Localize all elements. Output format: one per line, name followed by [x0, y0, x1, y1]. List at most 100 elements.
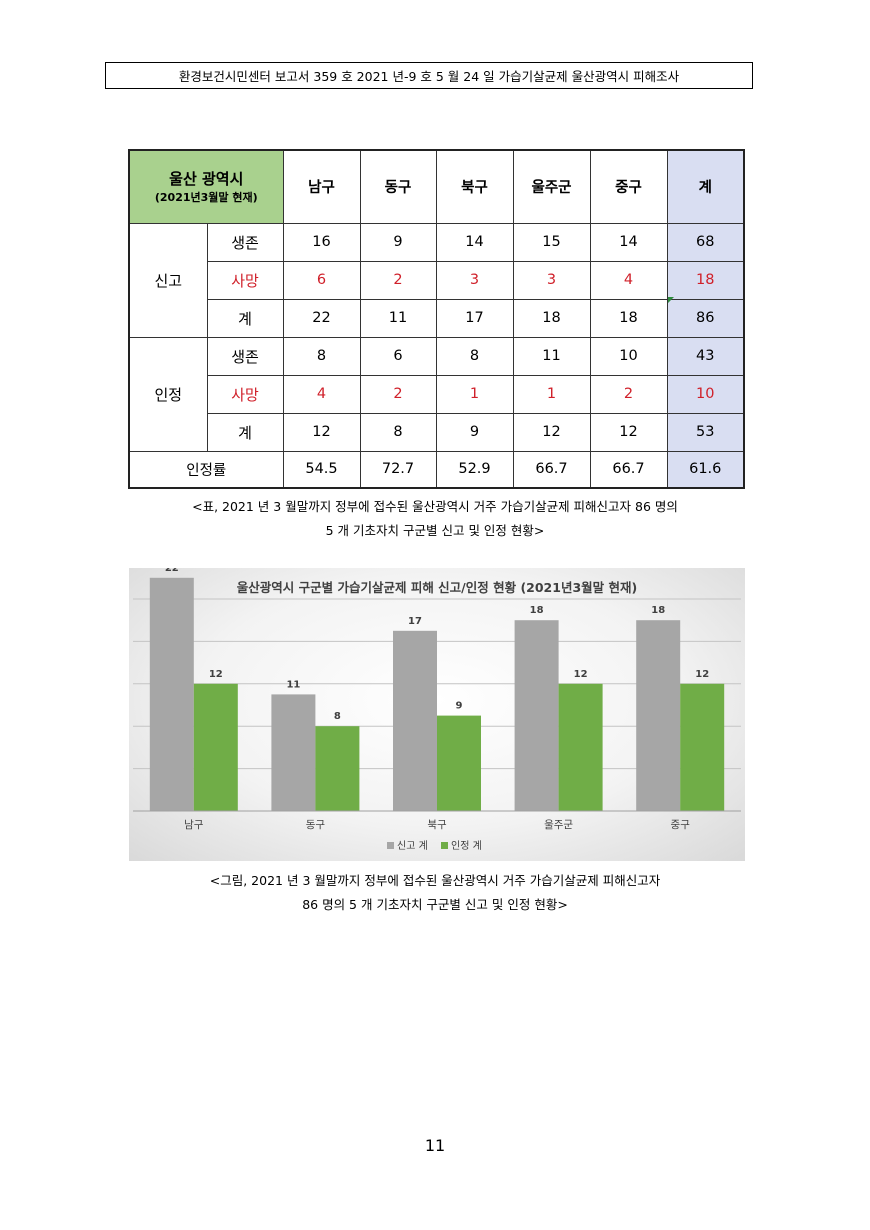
- value-cell: 14: [435, 222, 514, 262]
- data-label: 12: [209, 669, 223, 680]
- value-cell: 4: [589, 260, 668, 300]
- corner-subtitle: (2021년3월말 현재): [154, 190, 258, 204]
- rate-value: 72.7: [359, 450, 437, 489]
- row-label: 사망: [206, 374, 284, 414]
- bar-report: [393, 630, 437, 811]
- value-cell: 4: [282, 374, 361, 414]
- value-cell: 8: [359, 412, 437, 452]
- data-label: 17: [408, 616, 422, 627]
- col-head: 중구: [589, 149, 668, 224]
- row-label: 사망: [206, 260, 284, 300]
- row-label: 생존: [206, 336, 284, 376]
- value-cell: 16: [282, 222, 361, 262]
- value-cell: 2: [359, 260, 437, 300]
- table-caption-line2: 5 개 기초자치 구군별 신고 및 인정 현황>: [325, 523, 545, 538]
- bar-recognized: [680, 683, 725, 811]
- value-cell: 18: [512, 298, 591, 338]
- report-header: 환경보건시민센터 보고서 359 호 2021 년-9 호 5 월 24 일 가…: [105, 62, 753, 89]
- bar-chart: 울산광역시 구군별 가습기살균제 피해 신고/인정 현황 (2021년3월말 현…: [129, 568, 745, 861]
- cell-comment-marker: [668, 297, 674, 303]
- bar-recognized: [315, 726, 360, 811]
- rate-value: 66.7: [512, 450, 591, 489]
- value-cell: 9: [435, 412, 514, 452]
- rate-label: 인정률: [128, 450, 284, 489]
- total-cell: 18: [666, 260, 745, 300]
- table-row: 계 12 8 9 12 12 53: [129, 412, 745, 452]
- table-row: 인정 생존 8 6 8 11 10 43: [128, 336, 745, 452]
- chart-caption-line1: <그림, 2021 년 3 월말까지 정부에 접수된 울산광역시 거주 가습기살…: [209, 873, 661, 888]
- data-label: 8: [334, 711, 341, 722]
- rate-value: 52.9: [435, 450, 514, 489]
- group-label: 인정: [128, 336, 208, 452]
- value-cell: 10: [589, 336, 668, 376]
- row-label: 생존: [206, 222, 284, 262]
- table-row: 신고 생존 16 9 14 15 14 68: [128, 222, 745, 338]
- row-label: 계: [206, 298, 284, 338]
- data-label: 12: [695, 669, 709, 680]
- value-cell: 3: [435, 260, 514, 300]
- row-label: 계: [206, 412, 284, 452]
- total-cell: 68: [666, 222, 745, 262]
- chart-caption-line2: 86 명의 5 개 기초자치 구군별 신고 및 인정 현황>: [302, 897, 568, 912]
- legend-label: 인정 계: [451, 840, 482, 852]
- rate-row: 인정률 54.5 72.7 52.9 66.7 66.7 61.6: [128, 450, 745, 489]
- table-row: 계 22 11 17 18 18 86: [129, 298, 745, 338]
- bar-chart-svg: 울산광역시 구군별 가습기살균제 피해 신고/인정 현황 (2021년3월말 현…: [133, 568, 741, 852]
- value-cell: 15: [512, 222, 591, 262]
- total-cell: 53: [666, 412, 745, 452]
- value-cell: 2: [359, 374, 437, 414]
- data-label: 11: [286, 679, 300, 690]
- value-cell: 12: [282, 412, 361, 452]
- table-row: 사망 6 2 3 3 4 18: [129, 260, 745, 300]
- value-cell: 17: [435, 298, 514, 338]
- chart-title: 울산광역시 구군별 가습기살균제 피해 신고/인정 현황 (2021년3월말 현…: [237, 580, 637, 595]
- data-label: 22: [165, 568, 179, 574]
- col-head: 동구: [359, 149, 437, 224]
- value-cell: 8: [282, 336, 361, 376]
- page-number: 11: [424, 1136, 446, 1155]
- group-label: 신고: [128, 222, 208, 338]
- col-head: 남구: [282, 149, 361, 224]
- value-cell: 2: [589, 374, 668, 414]
- bar-report: [514, 620, 559, 811]
- value-cell: 12: [512, 412, 591, 452]
- total-cell: 43: [666, 336, 745, 376]
- value-cell: 9: [359, 222, 437, 262]
- rate-value: 66.7: [589, 450, 668, 489]
- legend-swatch: [441, 842, 448, 849]
- table-caption-line1: <표, 2021 년 3 월말까지 정부에 접수된 울산광역시 거주 가습기살균…: [192, 499, 678, 514]
- stats-table: 울산 광역시 (2021년3월말 현재) 남구 동구 북구 울주군 중구 계 신…: [128, 149, 746, 489]
- category-label: 남구: [184, 819, 204, 831]
- data-label: 18: [651, 605, 665, 616]
- legend-swatch: [387, 842, 394, 849]
- col-head: 북구: [435, 149, 514, 224]
- value-cell: 22: [282, 298, 361, 338]
- data-label: 18: [530, 605, 544, 616]
- category-label: 울주군: [544, 819, 573, 831]
- total-cell: 10: [666, 374, 745, 414]
- bar-recognized: [558, 683, 603, 811]
- legend-label: 신고 계: [397, 840, 428, 852]
- value-cell: 3: [512, 260, 591, 300]
- category-label: 동구: [306, 819, 326, 831]
- table-header-row: 울산 광역시 (2021년3월말 현재) 남구 동구 북구 울주군 중구 계: [128, 149, 745, 224]
- bar-report: [149, 577, 194, 811]
- table-corner: 울산 광역시 (2021년3월말 현재): [128, 149, 284, 224]
- bar-recognized: [193, 683, 238, 811]
- bar-recognized: [437, 715, 481, 811]
- rate-value: 54.5: [282, 450, 361, 489]
- value-cell: 6: [282, 260, 361, 300]
- value-cell: 1: [512, 374, 591, 414]
- table-row: 사망 4 2 1 1 2 10: [129, 374, 745, 414]
- bar-report: [636, 620, 681, 811]
- value-cell: 14: [589, 222, 668, 262]
- value-cell: 11: [359, 298, 437, 338]
- category-label: 북구: [427, 819, 447, 831]
- rate-value-total: 61.6: [666, 450, 745, 489]
- bar-report: [271, 694, 316, 811]
- data-label: 9: [456, 701, 463, 712]
- corner-title: 울산 광역시: [169, 169, 244, 188]
- value-cell: 11: [512, 336, 591, 376]
- data-label: 12: [574, 669, 588, 680]
- value-cell: 8: [435, 336, 514, 376]
